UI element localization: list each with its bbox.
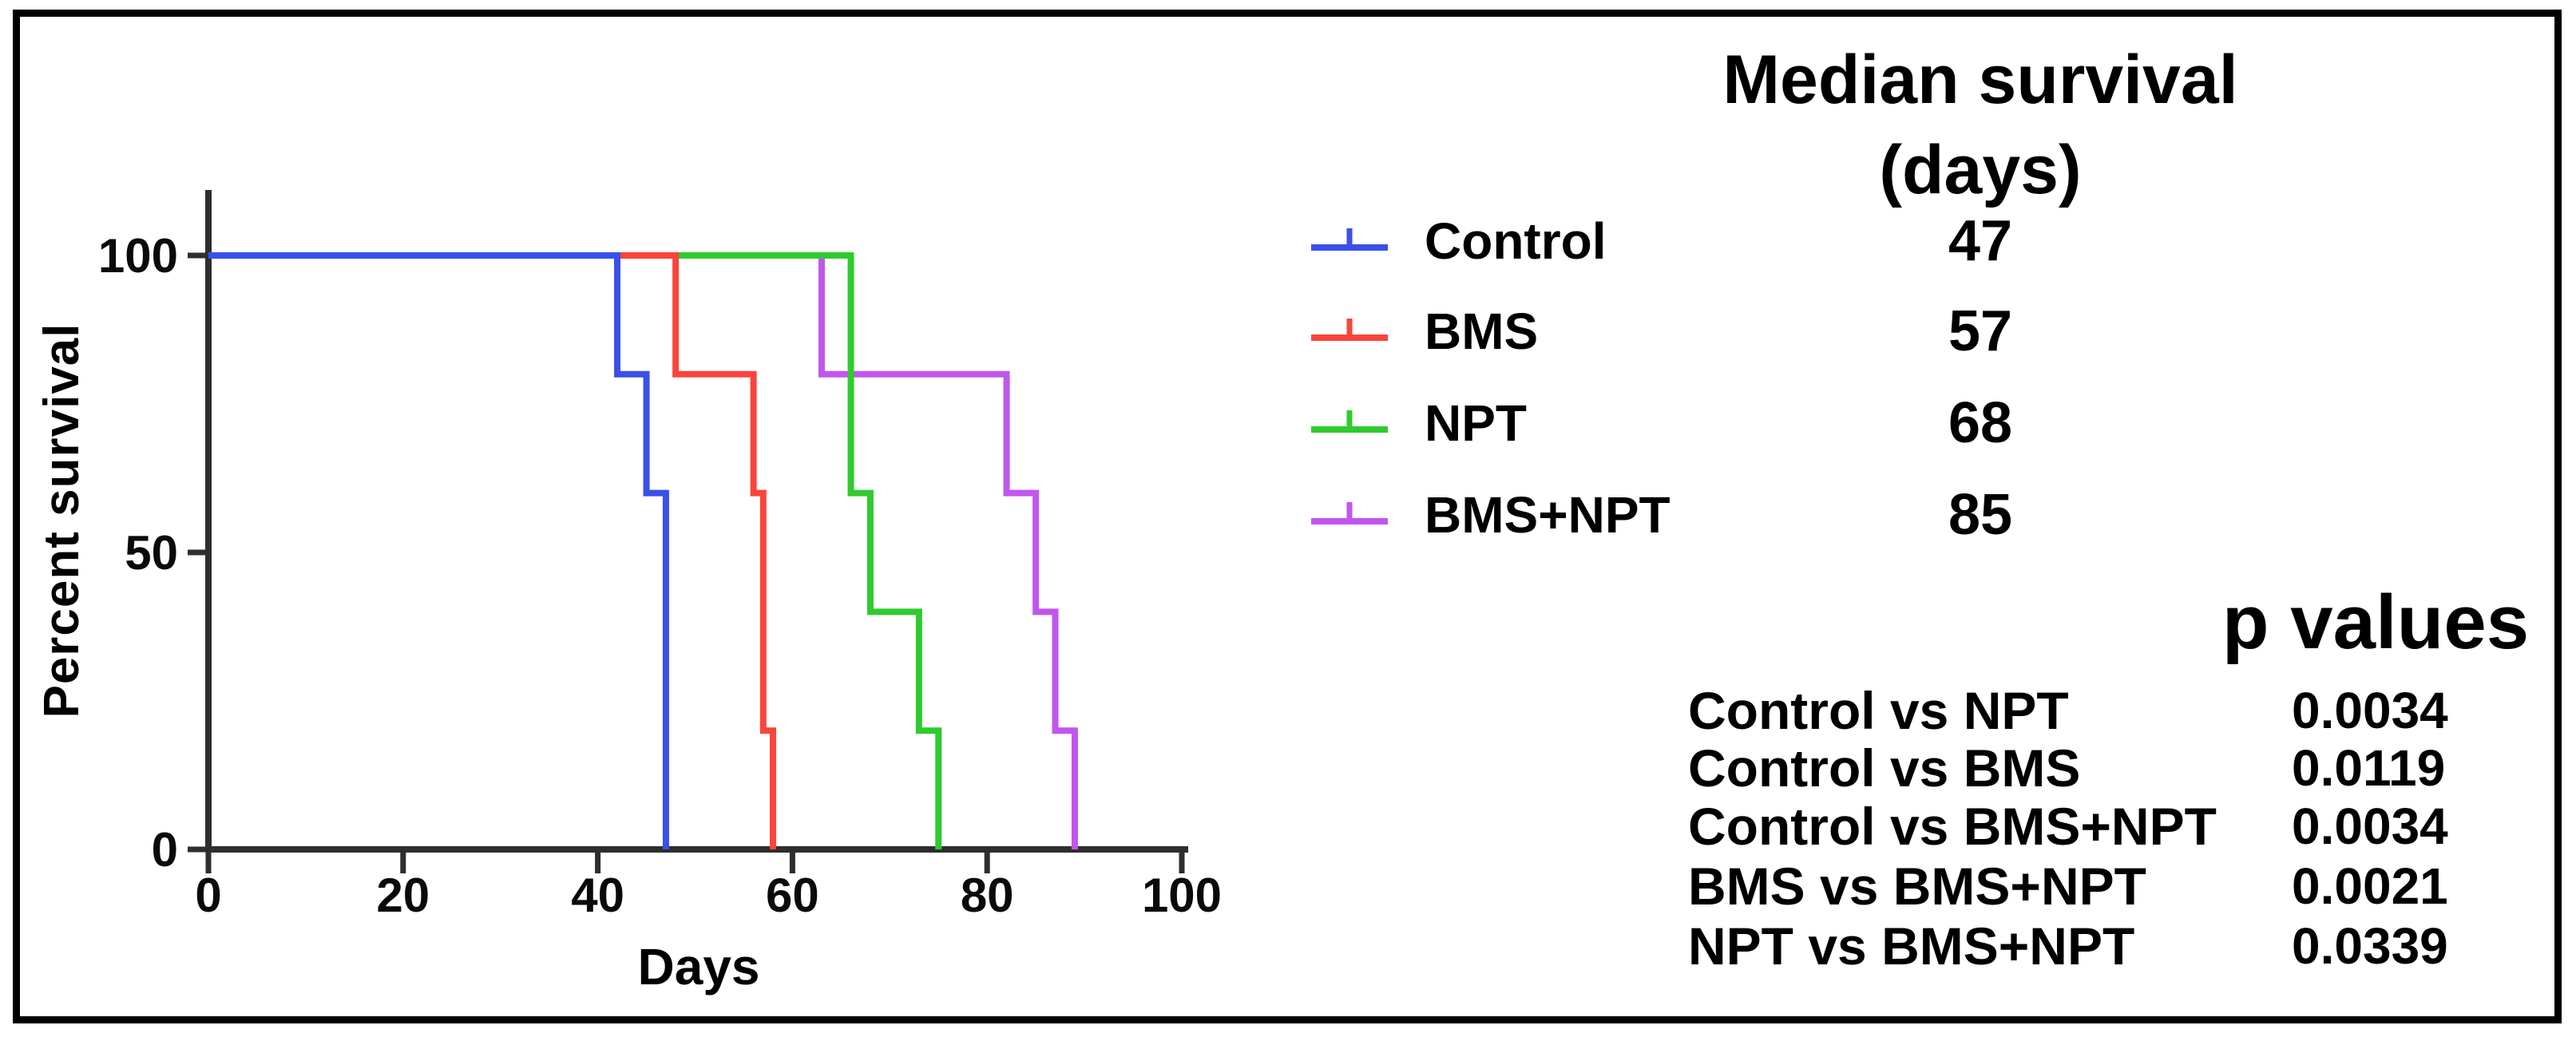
p-comparison-label: BMS vs BMS+NPT — [1688, 857, 2146, 916]
y-tick-label: 50 — [125, 526, 178, 580]
p-comparison-label: NPT vs BMS+NPT — [1688, 916, 2135, 976]
control-line-icon — [1311, 228, 1388, 251]
median-survival-heading: Median survival — [1722, 42, 2238, 118]
p-comparison-label: Control vs BMS — [1688, 738, 2081, 798]
y-tick-label: 100 — [98, 229, 178, 283]
x-tick-label: 60 — [766, 869, 819, 922]
p-values-heading: p values — [2221, 580, 2530, 665]
median-value-bms: 57 — [1948, 299, 2013, 363]
survival-curve-npt — [208, 252, 942, 849]
x-tick-label: 0 — [195, 869, 221, 922]
x-tick-label: 100 — [1142, 869, 1222, 922]
median-value-bms-npt: 85 — [1948, 483, 2013, 547]
survival-curve-bms-npt — [208, 252, 1078, 849]
x-axis-title: Days — [637, 938, 760, 995]
y-tick-label: 0 — [152, 823, 178, 877]
p-comparison-label: Control vs NPT — [1688, 681, 2069, 740]
legend-item-control: Control — [1310, 206, 1607, 276]
p-value: 0.0339 — [2292, 917, 2448, 975]
legend-label: Control — [1425, 212, 1607, 270]
axes — [205, 190, 1188, 853]
kaplan-meier-plot: 0 20 40 60 80 100 0 50 100 — [98, 190, 1222, 922]
x-tick-label: 20 — [376, 869, 430, 922]
median-value-control: 47 — [1948, 209, 2013, 273]
legend-label: NPT — [1425, 394, 1527, 452]
bms-line-icon — [1311, 319, 1388, 341]
p-comparison-label: Control vs BMS+NPT — [1688, 797, 2217, 856]
bms-npt-line-icon — [1311, 502, 1388, 524]
x-tick-label: 40 — [571, 869, 624, 922]
npt-line-icon — [1311, 410, 1388, 433]
figure-border — [13, 10, 2562, 1023]
survival-curve-bms — [208, 252, 777, 849]
y-axis-title: Percent survival — [34, 323, 89, 718]
legend-label: BMS+NPT — [1425, 486, 1670, 544]
legend-label: BMS — [1425, 303, 1539, 360]
p-value: 0.0034 — [2292, 682, 2448, 739]
legend-item-bms: BMS — [1310, 296, 1538, 366]
x-tick-label: 80 — [961, 869, 1014, 922]
median-value-npt: 68 — [1948, 391, 2013, 455]
p-value: 0.0034 — [2292, 798, 2448, 855]
p-value: 0.0119 — [2292, 739, 2446, 797]
p-value: 0.0021 — [2292, 857, 2448, 915]
median-survival-units-heading: (days) — [1879, 132, 2082, 208]
legend-item-npt: NPT — [1310, 388, 1527, 458]
legend-item-bms-npt: BMS+NPT — [1310, 480, 1670, 550]
survival-curve-control — [208, 252, 669, 849]
